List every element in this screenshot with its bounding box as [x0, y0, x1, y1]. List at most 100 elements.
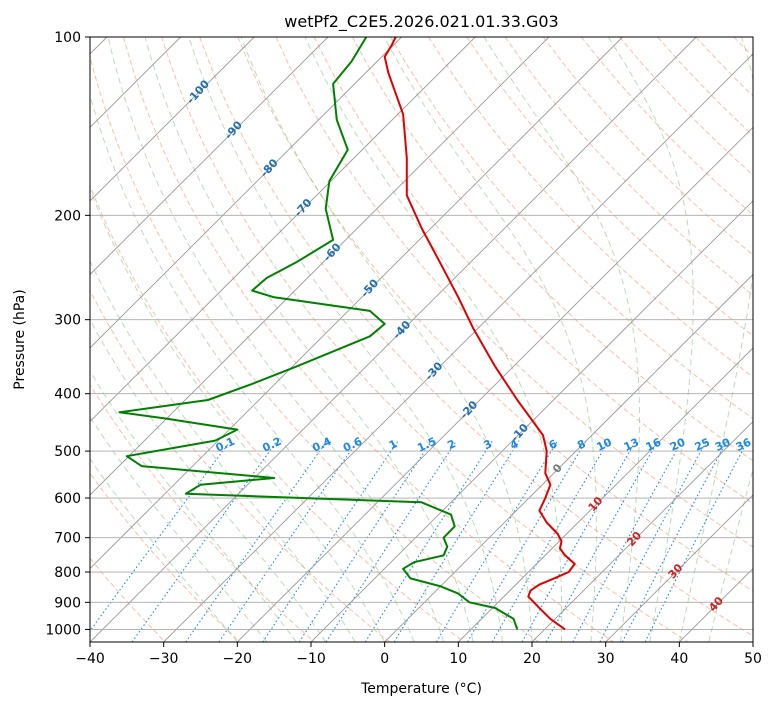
mixing-ratio-label: 13 [622, 436, 641, 454]
y-tick-label: 100 [54, 30, 81, 46]
background-lines [90, 37, 753, 642]
mixing-ratio-line [467, 440, 587, 642]
dry-adiabat [122, 37, 614, 642]
dry-adiabat [466, 37, 753, 337]
mixing-ratio-label: 1.5 [415, 435, 438, 455]
x-tick-label: 10 [449, 651, 467, 667]
x-tick-label: −30 [149, 651, 179, 667]
mixing-ratio-line [262, 440, 399, 642]
moist-adiabat [90, 370, 297, 642]
mixing-ratio-label: 1 [387, 437, 399, 452]
mixing-ratio-line [298, 440, 433, 642]
y-axis: 100 200 300 400 500 600 700 800 900 1000 [45, 30, 90, 638]
mixing-ratio-label: 3 [482, 437, 494, 452]
isotherm [531, 420, 753, 642]
isotherm-label: -30 [423, 359, 446, 383]
mixing-ratio-line [325, 440, 458, 642]
mixing-ratio-label: 25 [693, 436, 712, 454]
mixing-ratio-label: 0.6 [341, 435, 364, 455]
dry-adiabat [90, 289, 390, 642]
moist-adiabat [240, 37, 533, 642]
grid [90, 37, 753, 642]
mixing-ratio-line [364, 440, 494, 642]
mixing-ratio-line [435, 440, 559, 642]
moist-adiabat [90, 318, 327, 642]
dry-adiabat [275, 37, 753, 548]
dry-adiabat [504, 37, 753, 296]
isotherm-label: 20 [624, 529, 644, 549]
dry-adiabat [90, 184, 465, 642]
dry-adiabat [619, 37, 753, 176]
isotherm [90, 37, 402, 349]
dry-adiabat [695, 37, 753, 97]
moist-adiabat [483, 37, 640, 642]
chart-title: wetPf2_C2E5.2026.021.01.33.G03 [284, 12, 558, 32]
y-tick-label: 700 [54, 531, 81, 547]
plot-frame [89, 36, 754, 643]
isotherm-label: -80 [258, 156, 281, 180]
dewpoint-profile-line [118, 37, 519, 630]
dry-adiabat [237, 37, 753, 592]
mixing-ratio-line [644, 440, 749, 642]
dry-adiabat [351, 37, 753, 462]
moist-adiabat [607, 37, 694, 642]
y-tick-label: 400 [54, 387, 81, 403]
mixing-ratio-label: 10 [594, 435, 614, 453]
isotherm [237, 126, 753, 642]
x-tick-label: 0 [380, 651, 389, 667]
moist-adiabat [188, 37, 503, 642]
x-axis: −40 −30 −20 −10 0 10 20 30 40 50 [75, 642, 762, 667]
dry-adiabat [90, 472, 241, 642]
isotherm [90, 37, 623, 570]
y-tick-label: 500 [54, 444, 81, 460]
dry-adiabat [428, 37, 753, 378]
isotherm [90, 37, 476, 423]
isotherm [384, 273, 753, 642]
mixing-ratio-line [545, 440, 659, 642]
isotherm-label: -60 [321, 240, 344, 264]
y-tick-label: 900 [54, 595, 81, 611]
mixing-ratio-label: 30 [713, 435, 733, 453]
dry-adiabat [390, 37, 753, 420]
mixing-ratio-label: 0.4 [310, 435, 333, 455]
moist-adiabat [90, 188, 386, 642]
isotherm-label: -90 [222, 118, 245, 142]
isotherm-label: 10 [586, 494, 606, 514]
moist-adiabat [90, 458, 238, 642]
mixing-ratio-label: 20 [668, 435, 688, 453]
moist-adiabat [708, 467, 753, 642]
moist-adiabat [90, 415, 268, 642]
x-tick-label: 30 [597, 651, 615, 667]
isotherm [752, 641, 753, 642]
dry-adiabat [657, 37, 753, 137]
isotherm [90, 37, 550, 496]
dry-adiabat [313, 37, 753, 505]
y-tick-label: 1000 [45, 622, 81, 638]
isotherm-label: -70 [292, 196, 315, 220]
isotherm [310, 200, 753, 642]
series-layer [118, 37, 576, 631]
isotherm [458, 347, 753, 642]
isotherm [90, 37, 255, 202]
mixing-ratio-label: 6 [547, 437, 560, 452]
x-tick-label: −20 [223, 651, 253, 667]
y-tick-label: 200 [54, 208, 81, 224]
y-tick-label: 600 [54, 491, 81, 507]
isotherm [90, 37, 697, 642]
mixing-ratio-line [521, 440, 637, 642]
dry-adiabat [161, 37, 689, 642]
x-tick-label: −40 [75, 651, 105, 667]
isotherm-label: 30 [666, 561, 686, 581]
y-tick-label: 800 [54, 565, 81, 581]
y-tick-label: 300 [54, 313, 81, 329]
isotherm-label: 0 [550, 461, 565, 476]
mixing-ratio-line [185, 440, 328, 642]
moist-adiabat [107, 37, 445, 642]
temperature-profile-line [383, 37, 576, 631]
x-tick-label: −10 [296, 651, 326, 667]
x-tick-label: 50 [744, 651, 762, 667]
isotherm [679, 567, 753, 642]
mixing-ratio-line [599, 440, 708, 642]
y-axis-title: Pressure (hPa) [12, 289, 28, 389]
